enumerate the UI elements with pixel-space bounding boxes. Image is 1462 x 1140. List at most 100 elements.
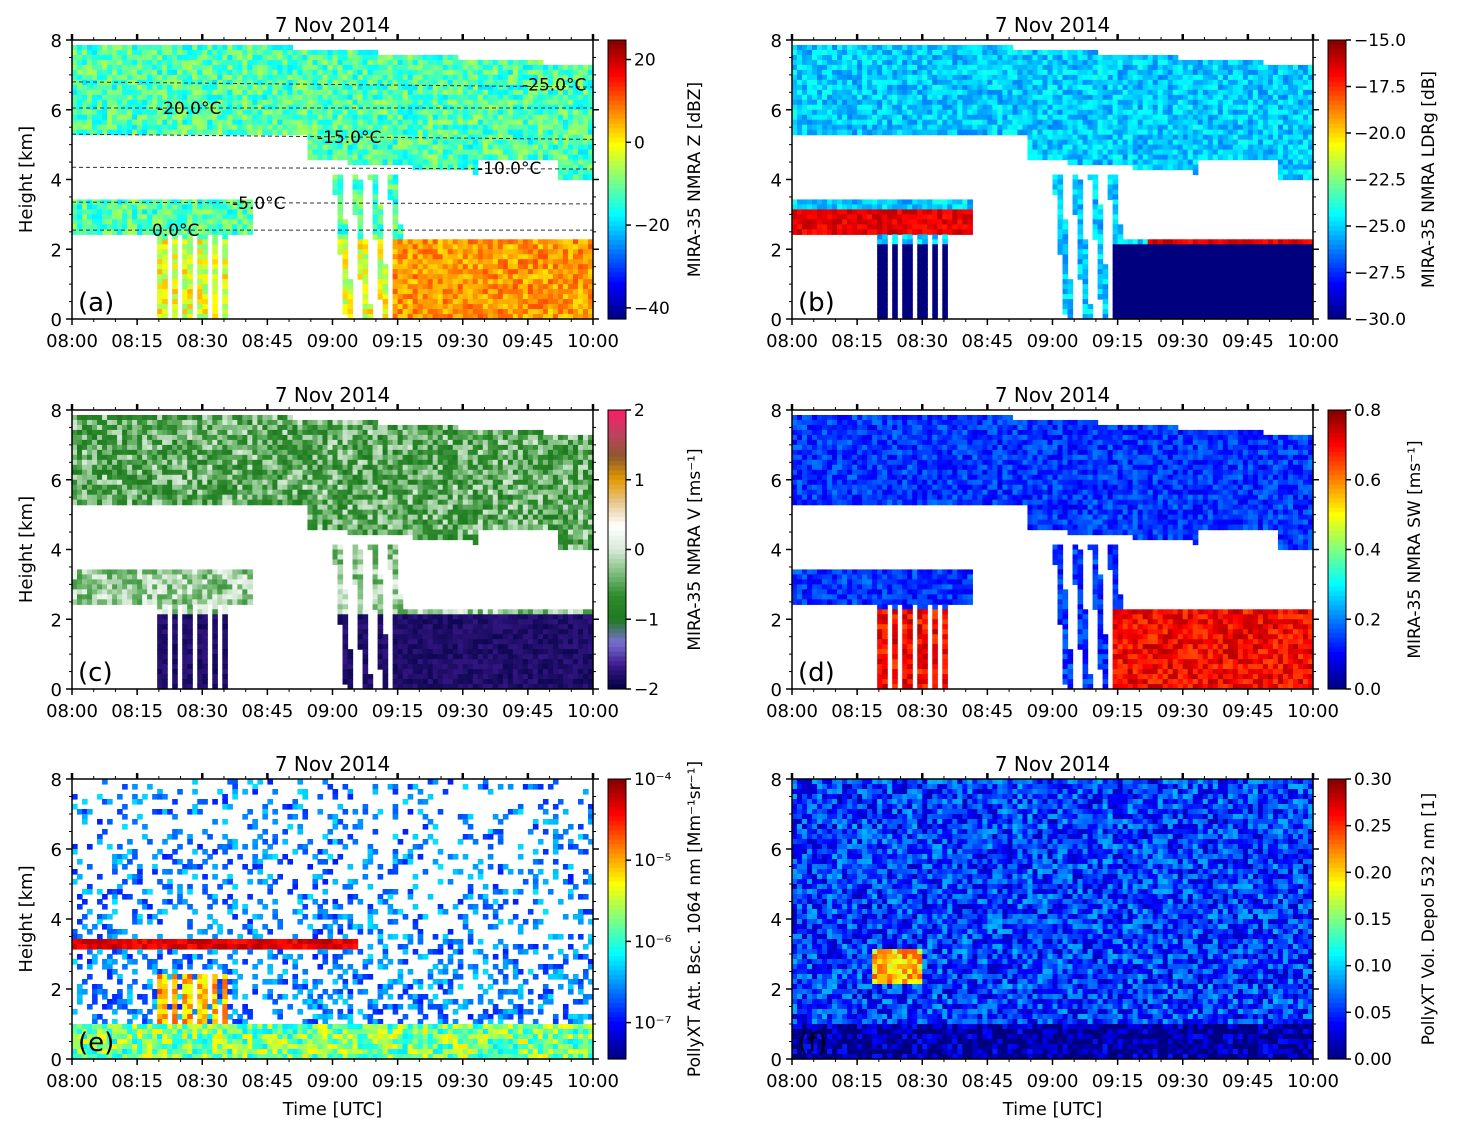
heatmap-field bbox=[792, 44, 1314, 320]
y-tick-label: 6 bbox=[771, 101, 782, 122]
colorbar-tick-label: 0.6 bbox=[1354, 471, 1381, 491]
x-tick-label: 09:30 bbox=[437, 331, 489, 352]
y-tick-label: 4 bbox=[771, 910, 782, 931]
colorbar-label: PollyXT Vol. Depol 532 nm [1] bbox=[1419, 793, 1439, 1045]
x-tick-label: 09:15 bbox=[372, 701, 424, 722]
panel-label: (d) bbox=[798, 658, 835, 688]
y-tick-label: 0 bbox=[771, 1050, 782, 1071]
x-tick-label: 09:30 bbox=[1157, 701, 1209, 722]
panel-title: 7 Nov 2014 bbox=[995, 752, 1110, 776]
x-tick-label: 09:15 bbox=[1092, 1071, 1144, 1092]
x-tick-label: 09:45 bbox=[502, 331, 554, 352]
x-axis-label: Time [UTC] bbox=[1002, 1099, 1103, 1120]
x-tick-label: 08:30 bbox=[176, 1071, 228, 1092]
x-tick-label: 08:15 bbox=[831, 1071, 883, 1092]
heatmap-field bbox=[792, 414, 1314, 690]
colorbar-tick-label: −20 bbox=[634, 216, 670, 236]
colorbar-tick-label: 2 bbox=[634, 401, 645, 421]
isotherm-line bbox=[71, 81, 594, 88]
panel-title: 7 Nov 2014 bbox=[995, 13, 1110, 37]
x-tick-label: 10:00 bbox=[567, 1071, 619, 1092]
colorbar: 0.30 0.25 0.20 0.15 0.10 0.05 0.00 PollyXT Vol.… bbox=[1327, 770, 1439, 1070]
y-tick-label: 2 bbox=[771, 980, 782, 1001]
x-tick-label: 10:00 bbox=[1287, 1071, 1339, 1092]
y-tick-label: 4 bbox=[51, 171, 62, 192]
x-tick-label: 08:30 bbox=[896, 331, 948, 352]
colorbar-tick-label: −2 bbox=[634, 680, 659, 700]
colorbar-tick-label: 1 bbox=[634, 471, 645, 491]
colorbar-label: MIRA-35 NMRA LDRg [dB] bbox=[1419, 71, 1439, 288]
panel-label: (b) bbox=[798, 288, 835, 318]
colorbar: 0.8 0.6 0.4 0.2 0.0 MIRA-35 NMRA SW [ms⁻¹] bbox=[1327, 401, 1425, 700]
panel-a: 7 Nov 2014 -25.0°C -20.0°C -15.0°C -10.0°C -5… bbox=[16, 13, 705, 352]
colorbar-tick-label: 0.2 bbox=[1354, 610, 1381, 630]
x-tick-label: 09:15 bbox=[1092, 701, 1144, 722]
y-axis-label: Height [km] bbox=[16, 496, 37, 603]
colorbar-tick-label: 20 bbox=[634, 51, 656, 71]
panel-title: 7 Nov 2014 bbox=[275, 383, 390, 407]
panel-title: 7 Nov 2014 bbox=[275, 13, 390, 37]
y-tick-label: 0 bbox=[771, 680, 782, 701]
y-tick-label: 2 bbox=[771, 240, 782, 261]
x-tick-label: 08:00 bbox=[46, 701, 98, 722]
x-tick-label: 08:00 bbox=[46, 331, 98, 352]
isotherm-line bbox=[71, 133, 594, 140]
y-axis-label: Height [km] bbox=[16, 126, 37, 233]
x-tick-label: 09:15 bbox=[372, 1071, 424, 1092]
y-axis-label: Height [km] bbox=[16, 865, 37, 972]
panel-title: 7 Nov 2014 bbox=[275, 752, 390, 776]
x-tick-label: 08:45 bbox=[961, 701, 1013, 722]
colorbar-tick-label: −15.0 bbox=[1354, 31, 1406, 51]
x-tick-label: 09:45 bbox=[502, 1071, 554, 1092]
x-tick-label: 09:45 bbox=[1222, 1071, 1274, 1092]
colorbar-tick-label: 0.30 bbox=[1354, 770, 1392, 790]
isotherm-label: -5.0°C bbox=[232, 194, 286, 214]
colorbar-tick-label: 10⁻⁶ bbox=[634, 932, 672, 952]
y-tick-label: 4 bbox=[51, 541, 62, 562]
colorbar-tick-label: −25.0 bbox=[1354, 217, 1406, 237]
x-tick-label: 09:00 bbox=[1027, 331, 1079, 352]
y-tick-label: 8 bbox=[51, 770, 62, 791]
x-tick-label: 08:45 bbox=[961, 1071, 1013, 1092]
colorbar: 10⁻⁴ 10⁻⁵ 10⁻⁶ 10⁻⁷ PollyXT Att. Bsc. 1064 n… bbox=[607, 761, 705, 1077]
x-tick-label: 09:15 bbox=[1092, 331, 1144, 352]
colorbar-tick-label: 0.4 bbox=[1354, 541, 1381, 561]
x-tick-label: 08:00 bbox=[46, 1071, 98, 1092]
colorbar-tick-label: −1 bbox=[634, 610, 659, 630]
colorbar-tick-label: 0.00 bbox=[1354, 1050, 1392, 1070]
x-tick-label: 09:15 bbox=[372, 331, 424, 352]
y-tick-label: 8 bbox=[51, 401, 62, 422]
colorbar-tick-label: −27.5 bbox=[1354, 264, 1406, 284]
x-tick-label: 08:15 bbox=[111, 331, 163, 352]
y-tick-label: 0 bbox=[771, 310, 782, 331]
isotherm-label: -10.0°C bbox=[477, 159, 541, 179]
y-tick-label: 2 bbox=[51, 980, 62, 1001]
x-tick-label: 08:00 bbox=[766, 331, 818, 352]
panel-f: 7 Nov 2014 08:00 08:15 08:30 08:45 09:00 09:15… bbox=[766, 752, 1439, 1120]
x-tick-label: 08:15 bbox=[831, 331, 883, 352]
panel-label: (e) bbox=[78, 1028, 114, 1058]
x-tick-label: 10:00 bbox=[1287, 331, 1339, 352]
panel-title: 7 Nov 2014 bbox=[995, 383, 1110, 407]
colorbar-tick-label: 0 bbox=[634, 133, 645, 153]
y-tick-label: 6 bbox=[51, 101, 62, 122]
panel-c: 7 Nov 2014 08:00 08:15 08:30 08:45 09:00 09:15… bbox=[16, 383, 705, 722]
x-tick-label: 08:00 bbox=[766, 1071, 818, 1092]
x-tick-label: 10:00 bbox=[1287, 701, 1339, 722]
isotherm-label: -25.0°C bbox=[522, 75, 586, 95]
panel-label: (f) bbox=[798, 1028, 827, 1058]
y-tick-label: 4 bbox=[771, 541, 782, 562]
x-tick-label: 08:30 bbox=[896, 701, 948, 722]
x-tick-label: 09:30 bbox=[437, 701, 489, 722]
colorbar-tick-label: −40 bbox=[634, 299, 670, 319]
x-tick-label: 08:30 bbox=[176, 331, 228, 352]
panel-b: 7 Nov 2014 08:00 08:15 08:30 08:45 09:00 09:15… bbox=[766, 13, 1439, 352]
colorbar-tick-label: 10⁻⁴ bbox=[634, 770, 672, 790]
y-tick-label: 6 bbox=[771, 471, 782, 492]
x-tick-label: 08:45 bbox=[241, 701, 293, 722]
x-tick-label: 08:45 bbox=[241, 331, 293, 352]
colorbar-tick-label: 10⁻⁵ bbox=[634, 851, 671, 871]
x-axis-label: Time [UTC] bbox=[282, 1099, 383, 1120]
y-tick-label: 0 bbox=[51, 1050, 62, 1071]
